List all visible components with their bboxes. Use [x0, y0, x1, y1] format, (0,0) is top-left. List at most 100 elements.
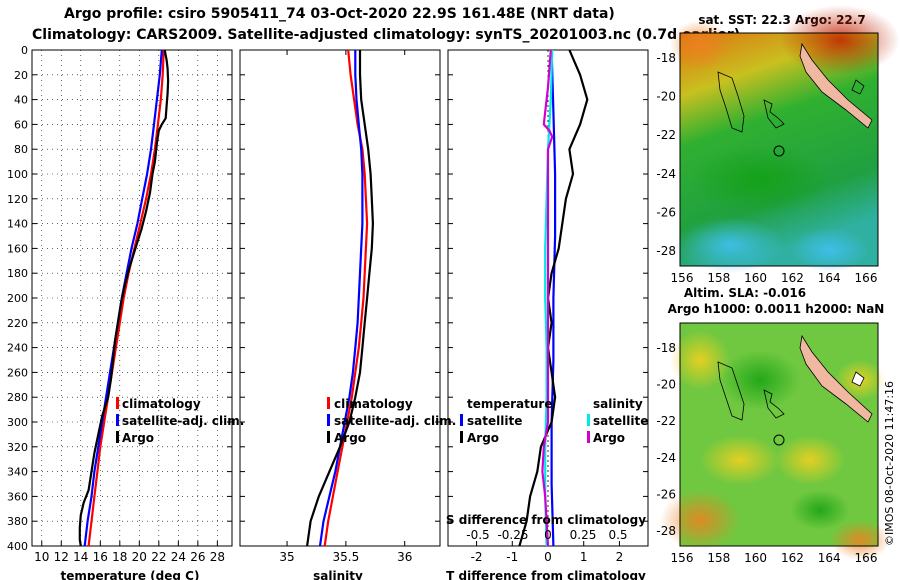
map-lat-label: -28 [656, 524, 676, 538]
difference-series-group [518, 50, 589, 546]
sla-map-title: Altim. SLA: -0.016 [684, 286, 806, 300]
sst-cool-patch [675, 217, 785, 273]
reef-outline [717, 71, 745, 133]
t-difference-tick-label: 0 [544, 550, 552, 564]
series-line-salinity-argo [541, 50, 554, 546]
reef-outline [717, 361, 745, 421]
sla-high-patch [775, 435, 845, 485]
depth-tick-label: 280 [7, 391, 28, 404]
sla-low-patch [790, 490, 850, 530]
sla-high-patch [830, 520, 890, 560]
depth-tick-label: 320 [7, 441, 28, 454]
map-lat-label: -18 [656, 51, 676, 65]
legend-header-temperature: temperature [467, 397, 552, 411]
depth-tick-label: 380 [7, 515, 28, 528]
temperature-tick-label: 26 [190, 550, 205, 564]
argo-location-marker [773, 145, 785, 157]
salinity-tick-label: 36 [397, 550, 412, 564]
temperature-series-group [78, 50, 170, 546]
temperature-tick-label: 22 [151, 550, 166, 564]
argo-location-marker [773, 434, 785, 446]
map-lat-label: -24 [656, 451, 676, 465]
s-difference-tick-label: -0.5 [466, 528, 489, 542]
map-lon-label: 162 [781, 551, 804, 565]
sst-map [670, 5, 900, 273]
legend-argo-swatch [327, 431, 330, 443]
map-lon-label: 162 [781, 271, 804, 285]
map-lat-label: -26 [656, 487, 676, 501]
sst-cool-patch [790, 228, 870, 272]
sla-high-patch [700, 435, 780, 485]
temperature-tick-label: 12 [54, 550, 69, 564]
depth-tick-label: 200 [7, 292, 28, 305]
map-lon-label: 158 [707, 551, 730, 565]
map-lon-label: 166 [855, 551, 878, 565]
sst-warm-patch [670, 20, 730, 70]
difference-legend: temperature salinity satellite Argo sate… [460, 397, 648, 445]
temperature-tick-label: 24 [171, 550, 186, 564]
sst-green-patch [690, 145, 830, 215]
map-lon-label: 160 [744, 551, 767, 565]
depth-tick-label: 360 [7, 490, 28, 503]
temperature-axis-label: temperature (deg C) [61, 569, 200, 580]
map-lat-label: -22 [656, 128, 676, 142]
map-lon-label: 156 [671, 271, 694, 285]
depth-tick-label: 40 [14, 94, 28, 107]
depth-tick-label: 100 [7, 168, 28, 181]
temperature-tick-label: 20 [132, 550, 147, 564]
s-difference-tick-label: -0.25 [497, 528, 528, 542]
sla-low-patch [720, 350, 800, 410]
figure-title-line1: Argo profile: csiro 5905411_74 03-Oct-20… [64, 6, 615, 22]
depth-tick-label: 0 [21, 44, 28, 57]
sla-high-patch [670, 330, 730, 390]
salinity-tick-label: 35.5 [333, 550, 360, 564]
depth-tick-labels: 0 20 40 60 80 100 120 140 160 180 200 220 240 260 280 3… [7, 44, 28, 553]
legend-climatology-label: climatology [122, 397, 201, 411]
depth-tick-label: 180 [7, 267, 28, 280]
map-lon-label: 160 [744, 271, 767, 285]
legend-temp-argo-label: Argo [467, 431, 499, 445]
legend-sal-satellite-label: satellite [593, 414, 648, 428]
map-lat-label: -18 [656, 341, 676, 355]
loyalty-island [851, 79, 865, 95]
legend-satellite-swatch [116, 414, 119, 426]
new-caledonia-land [799, 42, 873, 129]
salinity-panel-frame [239, 49, 441, 547]
legend-climatology-swatch [116, 397, 119, 409]
reef-outline [763, 389, 785, 419]
legend-climatology-swatch [327, 397, 330, 409]
salinity-legend: climatology satellite-adj. clim. Argo [327, 397, 456, 445]
map-lat-label: -20 [656, 378, 676, 392]
new-caledonia-land [799, 334, 873, 423]
depth-tick-label: 240 [7, 342, 28, 355]
loyalty-island [851, 371, 865, 387]
t-difference-tick-label: 2 [616, 550, 624, 564]
temperature-tick-label: 18 [112, 550, 127, 564]
depth-tick-label: 20 [14, 69, 28, 82]
series-line-argo [78, 50, 170, 546]
temperature-legend: climatology satellite-adj. clim. Argo [116, 397, 244, 445]
legend-temp-satellite-swatch [460, 414, 463, 426]
s-difference-tick-label: 0.5 [608, 528, 627, 542]
legend-header-salinity: salinity [593, 397, 643, 411]
salinity-tick-label: 35 [279, 550, 294, 564]
sst-warm-patch [780, 5, 900, 75]
legend-satellite-swatch [327, 414, 330, 426]
difference-tick-labels: -2 -1 0 1 2 -0.5 -0.25 0 0.25 0.5 [466, 528, 627, 564]
map-lon-label: 164 [818, 271, 841, 285]
temperature-tick-labels: 10 12 14 16 18 20 22 24 26 28 [34, 550, 225, 564]
legend-temp-argo-swatch [460, 431, 463, 443]
depth-tick-label: 340 [7, 466, 28, 479]
legend-climatology-label: climatology [334, 397, 413, 411]
legend-argo-swatch [116, 431, 119, 443]
axis-ticks [32, 49, 648, 547]
map-lon-label: 166 [855, 271, 878, 285]
temperature-tick-label: 28 [210, 550, 225, 564]
legend-argo-label: Argo [334, 431, 366, 445]
series-line-satellite-adj-clim- [318, 50, 364, 546]
depth-tick-label: 140 [7, 218, 28, 231]
legend-satellite-label: satellite-adj. clim. [122, 414, 244, 428]
sst-map-frame [679, 32, 879, 267]
sla-map-frame [679, 322, 879, 547]
